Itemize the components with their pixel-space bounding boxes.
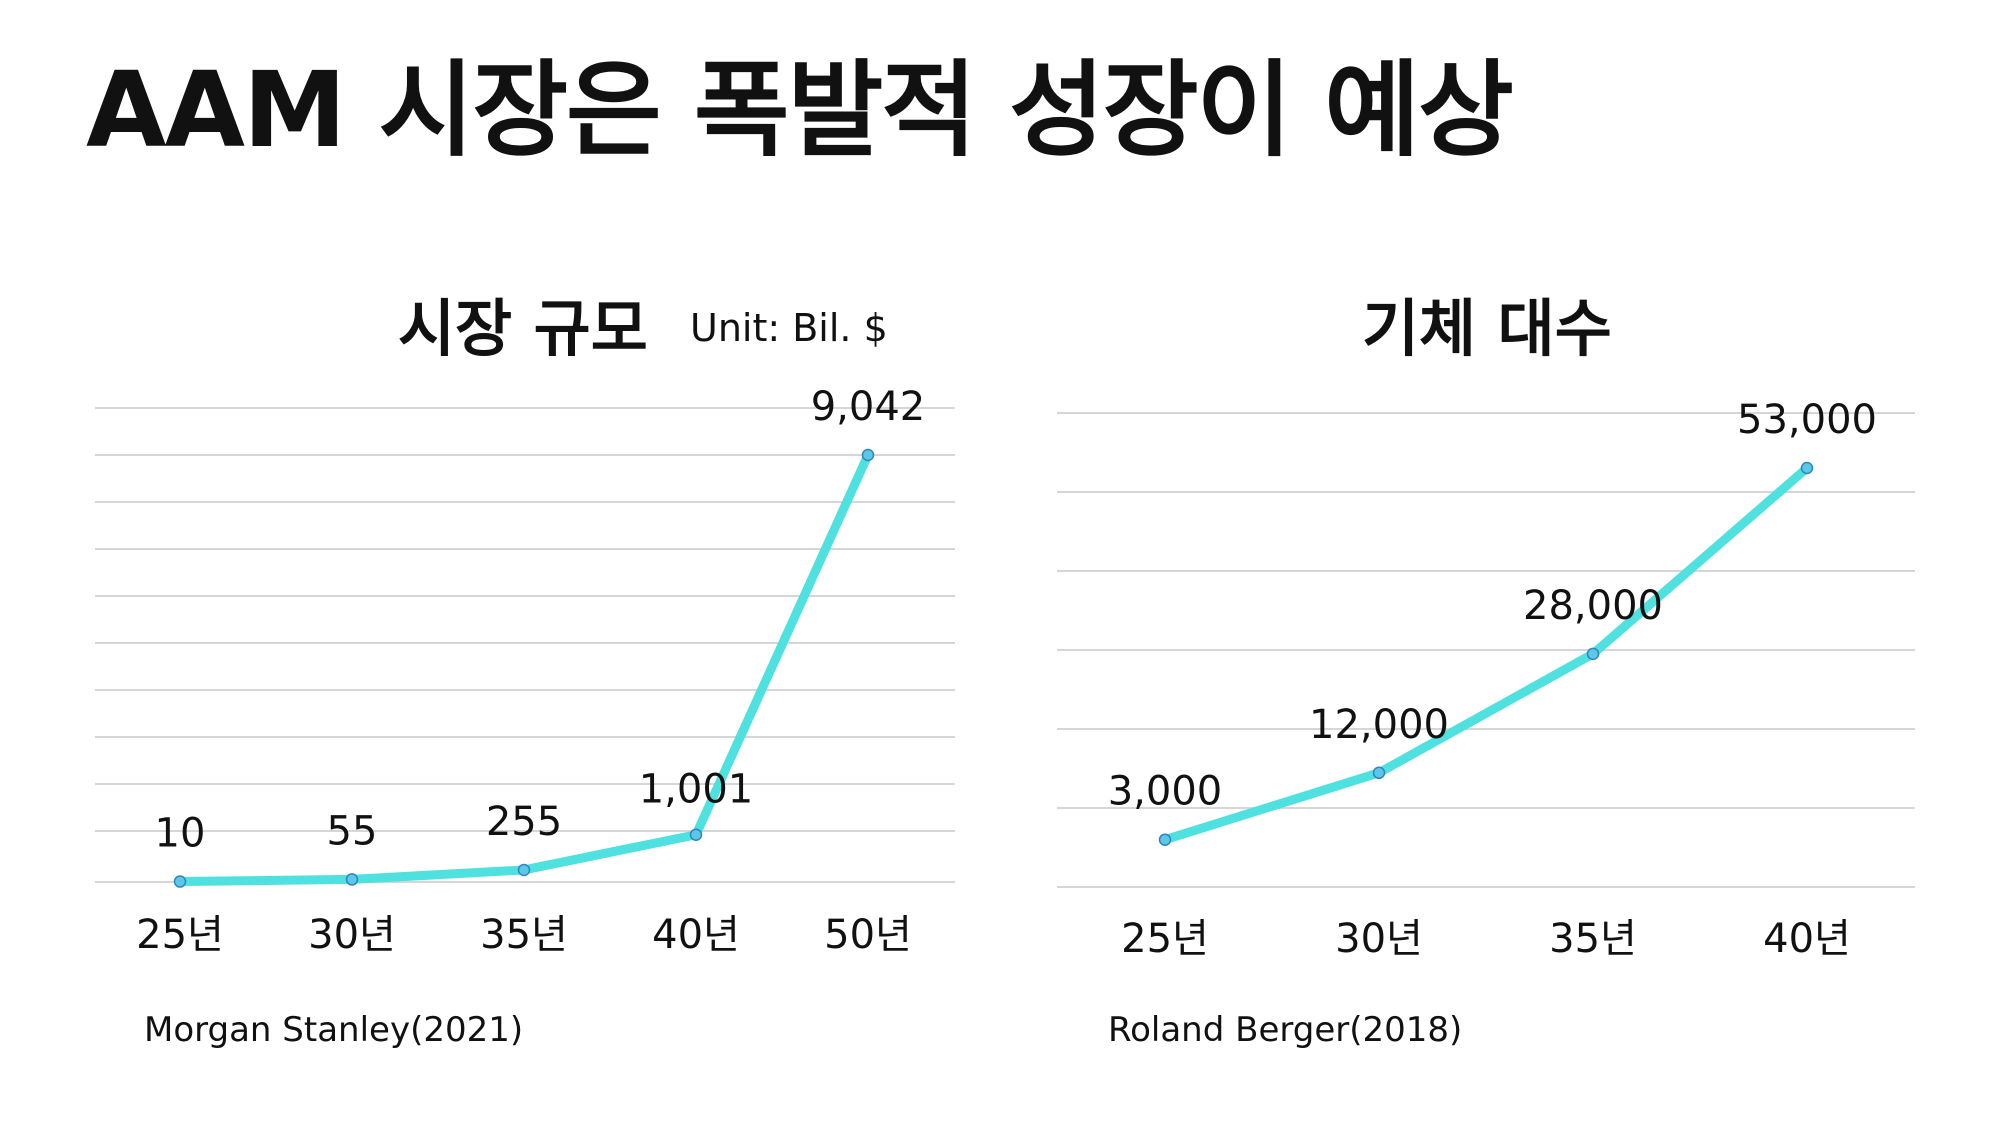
chart-2-x-tick-label: 40년 <box>1763 916 1851 962</box>
chart-1-point <box>173 875 187 888</box>
chart-2-data-label: 28,000 <box>1523 583 1663 629</box>
chart-2-title: 기체 대수 <box>1362 292 1612 365</box>
chart-1-x-tick-label: 30년 <box>308 912 396 958</box>
chart-1-data-label: 10 <box>155 811 206 857</box>
chart-1-data-label: 55 <box>327 808 378 854</box>
chart-1-x-tick-label: 40년 <box>652 912 740 958</box>
chart-1-source: Morgan Stanley(2021) <box>144 1010 524 1050</box>
chart-1-data-label: 1,001 <box>639 767 754 813</box>
chart-1-x-tick-label: 25년 <box>136 912 224 958</box>
chart-2-x-tick-label: 25년 <box>1121 916 1209 962</box>
chart-2-data-label: 53,000 <box>1737 397 1877 443</box>
chart-2-point <box>1372 766 1386 780</box>
chart-1-x-tick-label: 50년 <box>824 912 912 958</box>
chart-2-x-tick-label: 30년 <box>1335 916 1423 962</box>
chart-1-point <box>861 448 875 462</box>
chart-2-point <box>1800 461 1814 475</box>
chart-1-data-label: 255 <box>486 799 562 845</box>
chart-1-title: 시장 규모 <box>398 292 648 365</box>
chart-2-point <box>1586 647 1600 661</box>
page-title: AAM 시장은 폭발적 성장이 예상 <box>86 49 1514 171</box>
chart-2-series-line <box>1160 463 1812 845</box>
chart-2-data-label: 3,000 <box>1108 769 1223 815</box>
chart-1-point <box>345 873 359 886</box>
chart-1-unit: Unit: Bil. $ <box>690 306 888 350</box>
chart-1-point <box>517 863 531 877</box>
chart-2-source: Roland Berger(2018) <box>1108 1010 1463 1050</box>
chart-1-data-label: 9,042 <box>811 384 926 430</box>
chart-2-point <box>1158 833 1172 846</box>
chart-1-point <box>689 828 703 841</box>
chart-2-data-label: 12,000 <box>1309 702 1449 748</box>
chart-2-x-tick-label: 35년 <box>1549 916 1637 962</box>
chart-1-x-tick-label: 35년 <box>480 912 568 958</box>
